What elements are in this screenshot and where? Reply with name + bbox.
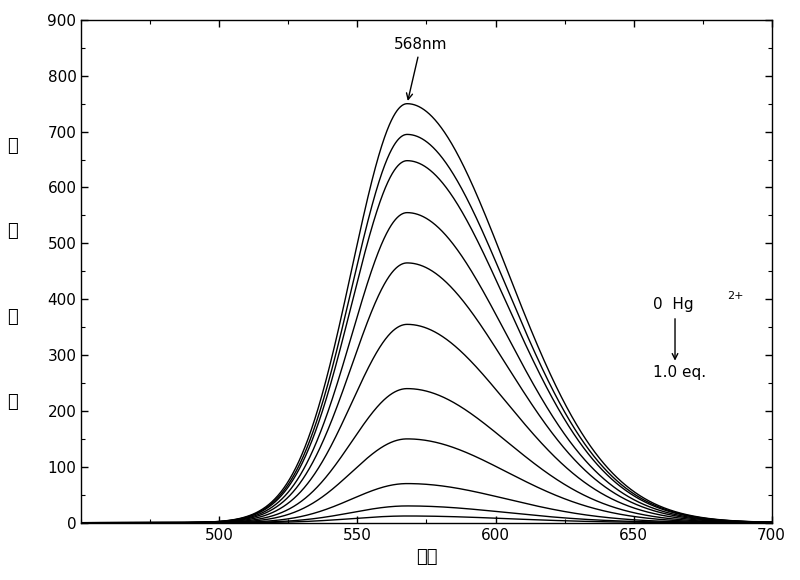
Text: 0  Hg: 0 Hg — [653, 298, 694, 312]
Text: 度: 度 — [7, 393, 18, 411]
Text: 强: 强 — [7, 307, 18, 325]
X-axis label: 波长: 波长 — [416, 548, 438, 566]
Text: 1.0 eq.: 1.0 eq. — [653, 365, 706, 380]
Text: 2+: 2+ — [727, 291, 744, 302]
Text: 射: 射 — [7, 222, 18, 240]
Text: 发: 发 — [7, 137, 18, 155]
Text: 568nm: 568nm — [394, 37, 448, 99]
